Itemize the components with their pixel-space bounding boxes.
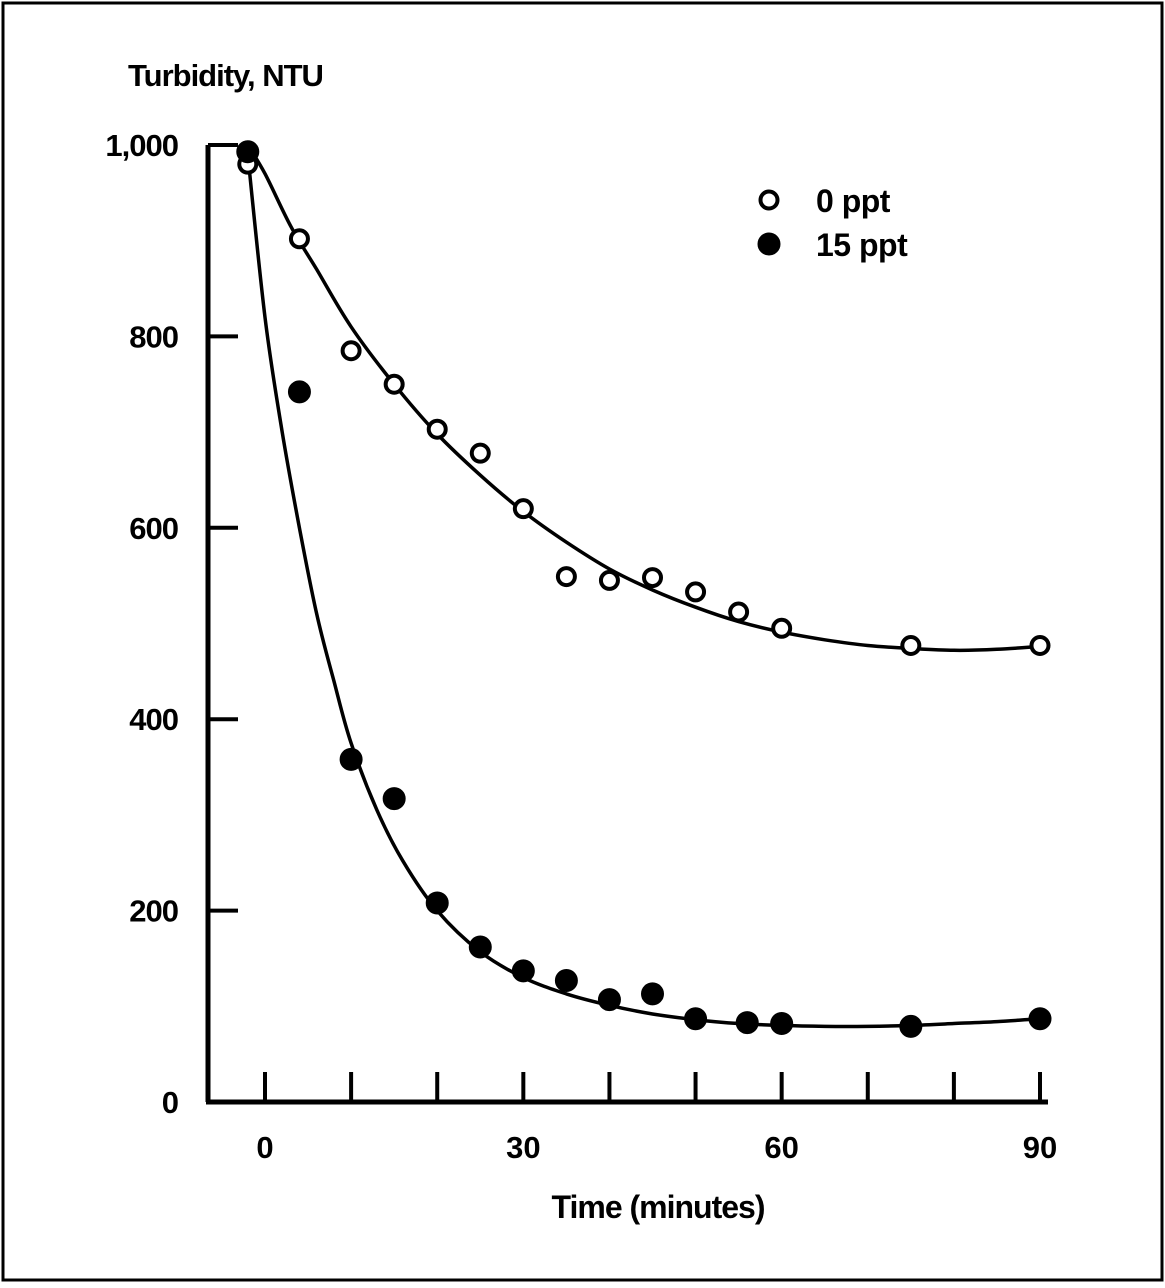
legend-marker-0-ppt: [758, 189, 780, 211]
data-points: [236, 140, 1052, 1038]
x-tick-label: 90: [1023, 1130, 1057, 1165]
data-point-15-ppt: [236, 140, 260, 164]
data-point-15-ppt: [554, 968, 578, 992]
data-point-15-ppt: [339, 747, 363, 771]
y-tick-label: 200: [129, 894, 178, 929]
y-tick-label: 0: [162, 1085, 178, 1120]
data-point-15-ppt: [287, 380, 311, 404]
x-tick-label: 60: [764, 1130, 798, 1165]
fit-curve-15-ppt: [246, 154, 1041, 1029]
x-tick-label: 30: [506, 1130, 540, 1165]
data-point-15-ppt: [468, 935, 492, 959]
data-point-15-ppt: [684, 1007, 708, 1031]
fit-curves: [246, 144, 1041, 1029]
y-axis-title: Turbidity, NTU: [128, 58, 323, 93]
y-tick-label: 600: [129, 511, 178, 546]
data-point-0-ppt: [728, 601, 750, 623]
fit-curve-0-ppt: [246, 144, 1041, 653]
data-point-0-ppt: [685, 581, 707, 603]
y-tick-label: 800: [129, 319, 178, 354]
data-point-15-ppt: [425, 891, 449, 915]
x-tick-label: 0: [256, 1130, 273, 1165]
data-point-0-ppt: [288, 228, 310, 250]
data-point-0-ppt: [383, 373, 405, 395]
data-point-0-ppt: [1029, 635, 1051, 657]
legend-label-0-ppt: 0 ppt: [816, 183, 891, 219]
data-point-15-ppt: [382, 787, 406, 811]
data-point-0-ppt: [900, 635, 922, 657]
data-point-0-ppt: [512, 498, 534, 520]
data-point-0-ppt: [598, 569, 620, 591]
x-axis-title: Time (minutes): [552, 1189, 765, 1225]
data-point-0-ppt: [555, 566, 577, 588]
legend-marker-15-ppt: [757, 232, 781, 256]
data-point-15-ppt: [597, 988, 621, 1012]
data-point-0-ppt: [469, 442, 491, 464]
data-point-15-ppt: [770, 1012, 794, 1036]
legend-label-15-ppt: 15 ppt: [816, 227, 908, 263]
legend: 0 ppt 15 ppt: [757, 183, 909, 263]
data-point-0-ppt: [771, 617, 793, 639]
y-tick-label: 400: [129, 702, 178, 737]
data-point-15-ppt: [899, 1014, 923, 1038]
data-point-15-ppt: [1028, 1007, 1052, 1031]
data-point-0-ppt: [642, 567, 663, 589]
data-point-15-ppt: [735, 1011, 759, 1035]
data-point-0-ppt: [426, 418, 448, 440]
axes: 0 200 400 600 800 1,000 0 30 60 90: [105, 128, 1057, 1165]
data-point-15-ppt: [641, 982, 664, 1006]
y-tick-label: 1,000: [105, 128, 178, 163]
data-point-0-ppt: [340, 340, 362, 362]
data-point-15-ppt: [511, 959, 535, 983]
